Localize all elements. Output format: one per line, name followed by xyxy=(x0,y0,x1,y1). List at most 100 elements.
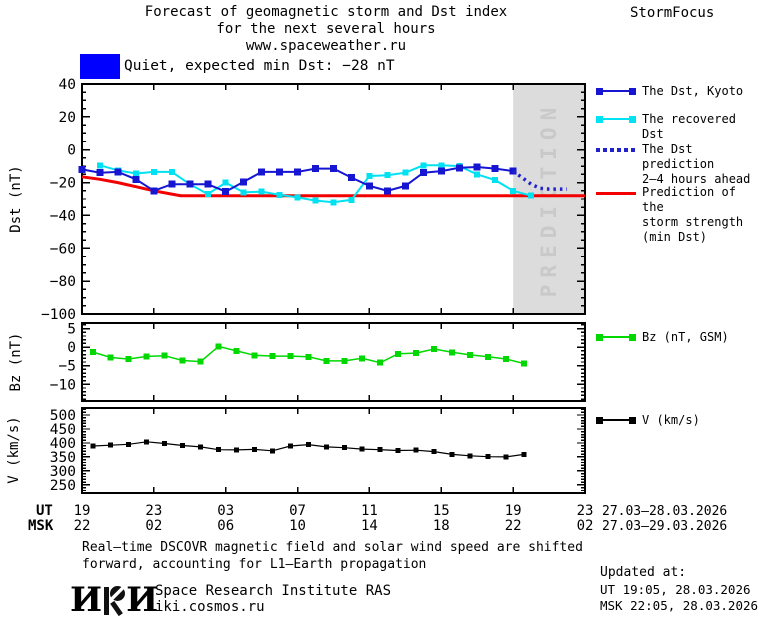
bz-marker xyxy=(431,346,438,352)
bz-marker xyxy=(143,353,150,360)
dst-marker xyxy=(96,169,104,177)
bz-marker xyxy=(287,353,294,360)
updated-at-msk: MSK 22:05, 28.03.2026 xyxy=(600,598,759,613)
msk-date-range: 27.03–29.03.2026 xyxy=(602,519,728,534)
v-ytick-label: 400 xyxy=(50,436,76,452)
storm-status-text: Quiet, expected min Dst: −28 nT xyxy=(124,58,395,74)
dst-marker xyxy=(419,169,427,177)
msk-tick-2: 06 xyxy=(217,518,235,534)
dst-marker xyxy=(420,162,427,169)
v-axis-label: V (km/s) xyxy=(6,416,22,484)
legend-sample-storm-strength xyxy=(596,186,636,200)
ut-date-range: 27.03–28.03.2026 xyxy=(602,504,728,519)
bz-ytick-label: 5 xyxy=(67,322,76,338)
dst-marker xyxy=(528,192,535,199)
v-marker xyxy=(108,442,114,448)
dst-marker xyxy=(348,174,355,182)
site-url: www.spaceweather.ru xyxy=(245,38,407,54)
dst-marker xyxy=(132,175,140,183)
bz-marker xyxy=(323,357,330,364)
dst-ytick-label: 20 xyxy=(59,110,76,126)
dst-marker xyxy=(473,163,481,171)
msk-tick-5: 18 xyxy=(432,518,450,534)
v-marker xyxy=(503,454,509,460)
legend-label-recovered-dst: The recovered Dst xyxy=(642,112,736,141)
v-ytick-label: 250 xyxy=(50,478,76,494)
msk-tick-6: 22 xyxy=(504,518,522,534)
ut-tick-7: 23 xyxy=(576,503,594,519)
dst-ytick-label: 40 xyxy=(59,77,76,93)
bz-ytick-label: −10 xyxy=(50,377,76,393)
dst-marker xyxy=(492,177,499,184)
prediction-band xyxy=(513,84,585,314)
ut-tick-2: 03 xyxy=(217,503,235,519)
msk-tick-3: 10 xyxy=(289,518,306,534)
dst-marker xyxy=(437,167,445,175)
bz-marker xyxy=(449,349,456,356)
dst-marker xyxy=(330,199,337,206)
dst-marker xyxy=(222,188,230,196)
dst-marker xyxy=(366,173,373,179)
ut-tick-1: 23 xyxy=(145,503,163,519)
v-marker xyxy=(216,447,221,453)
dst-marker xyxy=(276,191,283,198)
institute-url: iki.cosmos.ru xyxy=(155,599,265,615)
legend-label-dst-prediction: The Dst prediction 2–4 hours ahead xyxy=(642,142,751,186)
v-ytick-label: 300 xyxy=(50,464,76,480)
dst-marker xyxy=(204,191,211,198)
v-marker xyxy=(467,453,473,459)
bz-marker xyxy=(467,351,473,358)
dst-marker xyxy=(384,172,391,179)
dst-marker xyxy=(383,187,391,195)
dst-marker xyxy=(348,196,355,203)
dst-marker xyxy=(186,180,194,188)
v-marker xyxy=(198,444,204,450)
dst-marker xyxy=(294,194,301,201)
bz-marker xyxy=(251,352,258,359)
legend-sample-v xyxy=(596,413,636,427)
bz-marker xyxy=(179,357,186,364)
dst-ytick-label: −40 xyxy=(50,208,76,224)
dst-ytick-label: −100 xyxy=(41,307,76,323)
dst-marker xyxy=(240,189,247,196)
storm-level-swatch xyxy=(80,54,120,79)
legend-label-dst-kyoto: The Dst, Kyoto xyxy=(642,84,744,98)
ut-tick-6: 19 xyxy=(504,503,522,519)
dst-marker xyxy=(78,165,86,173)
ut-tick-5: 15 xyxy=(432,503,450,519)
dst-marker xyxy=(204,180,212,188)
dst-marker xyxy=(294,168,302,176)
v-marker xyxy=(377,447,383,453)
legend-sample-dst-prediction xyxy=(596,143,636,157)
dst-marker xyxy=(276,168,284,176)
bz-marker xyxy=(89,349,96,355)
legend-sample-dst-kyoto xyxy=(596,84,636,98)
v-marker xyxy=(287,443,293,449)
v-marker xyxy=(431,449,437,455)
dst-marker xyxy=(258,168,266,176)
v-marker xyxy=(449,451,455,457)
dst-marker xyxy=(312,197,319,204)
bz-marker xyxy=(485,353,491,360)
v-marker xyxy=(323,444,329,450)
dst-panel-border xyxy=(81,83,586,315)
v-marker xyxy=(305,442,311,448)
msk-tick-4: 14 xyxy=(360,518,378,534)
bz-marker xyxy=(503,356,509,362)
dst-marker xyxy=(312,165,319,173)
v-marker xyxy=(359,446,365,452)
v-marker xyxy=(162,441,168,446)
dst-marker xyxy=(150,187,158,195)
iki-logo: И И xyxy=(70,580,159,620)
legend-label-bz: Bz (nT, GSM) xyxy=(642,330,729,344)
bz-marker xyxy=(359,355,366,362)
dst-marker xyxy=(438,162,445,169)
ut-tick-4: 11 xyxy=(360,503,378,519)
title-line-2: for the next several hours xyxy=(216,21,436,37)
dst-marker xyxy=(402,169,409,176)
legend-label-storm-strength: Prediction of the storm strength (min Ds… xyxy=(642,185,744,244)
dst-marker xyxy=(222,179,229,186)
v-marker xyxy=(395,448,401,453)
page-title: Forecast of geomagnetic storm and Dst in… xyxy=(56,4,596,55)
